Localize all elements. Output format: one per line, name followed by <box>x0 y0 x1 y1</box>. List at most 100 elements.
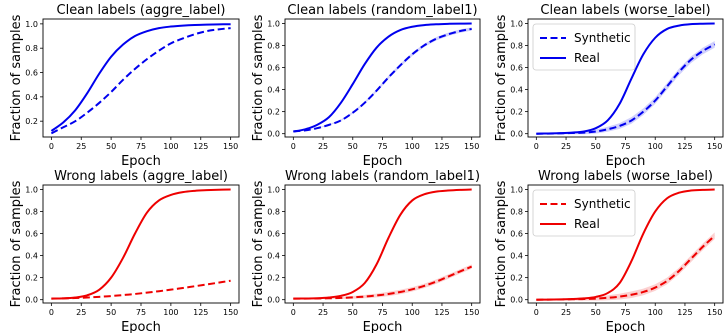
confidence-band <box>536 232 715 301</box>
axes-frame <box>284 18 481 138</box>
x-tick-label: 50 <box>591 308 601 317</box>
y-tick-label: 0.6 <box>25 230 38 239</box>
y-tick-label: 0.8 <box>267 207 280 216</box>
plot-area <box>536 188 716 301</box>
y-axis-label: Fraction of samples <box>9 14 24 141</box>
plot-area <box>536 22 716 135</box>
x-tick-label: 25 <box>318 142 328 151</box>
x-tick-label: 75 <box>377 308 387 317</box>
x-tick-label: 125 <box>193 308 208 317</box>
x-tick-label: 75 <box>136 142 146 151</box>
chart-panel: Wrong labels (random_label1) 0 25 50 75 100 12… <box>251 169 481 333</box>
y-tick-label: 0.4 <box>267 252 280 261</box>
plot-area <box>293 188 473 300</box>
x-tick-label: 0 <box>49 308 54 317</box>
x-tick-label: 125 <box>677 308 692 317</box>
x-tick-label: 50 <box>106 142 116 151</box>
series-line-real <box>50 23 231 132</box>
x-tick-label: 100 <box>405 308 420 317</box>
series-line-synthetic <box>536 43 716 135</box>
y-tick-label: 1.0 <box>510 185 523 194</box>
axes-frame <box>284 184 481 304</box>
y-tick-label: 0.4 <box>510 252 523 261</box>
y-tick-label: 0.6 <box>25 69 38 78</box>
x-tick-label: 50 <box>591 142 601 151</box>
x-tick-label: 75 <box>620 142 630 151</box>
y-tick-label: 0.6 <box>267 64 280 73</box>
x-tick-label: 150 <box>464 308 479 317</box>
x-tick-label: 25 <box>76 142 86 151</box>
chart-title: Wrong labels (worse_label) <box>538 169 713 184</box>
y-tick-label: 0.8 <box>510 207 523 216</box>
plot-area <box>50 23 231 135</box>
chart-title: Clean labels (worse_label) <box>540 3 710 18</box>
x-tick-label: 150 <box>707 142 722 151</box>
legend-label: Real <box>574 217 600 231</box>
chart-panel: Wrong labels (aggre_label) 0 25 50 75 100 125 1… <box>9 169 240 333</box>
x-axis-label: Epoch <box>606 154 646 169</box>
plot-area <box>293 22 472 133</box>
x-tick-label: 0 <box>291 308 296 317</box>
series-line-synthetic <box>50 27 231 135</box>
y-tick-label: 0.4 <box>267 86 280 95</box>
x-tick-label: 25 <box>561 308 571 317</box>
y-tick-label: 0.2 <box>510 108 523 117</box>
x-tick-label: 150 <box>464 142 479 151</box>
legend-label: Synthetic <box>574 197 631 211</box>
y-tick-label: 0.2 <box>25 117 38 126</box>
x-axis-label: Epoch <box>363 154 403 169</box>
y-tick-label: 0.8 <box>25 207 38 216</box>
axes-frame <box>42 184 240 304</box>
series-line-real <box>293 22 472 133</box>
x-axis-label: Epoch <box>606 320 646 333</box>
y-tick-label: 0.6 <box>510 230 523 239</box>
x-tick-label: 25 <box>318 308 328 317</box>
x-tick-label: 100 <box>163 142 178 151</box>
x-tick-label: 100 <box>648 308 663 317</box>
x-tick-label: 25 <box>76 308 86 317</box>
chart-title: Wrong labels (aggre_label) <box>54 169 228 184</box>
y-tick-label: 0.6 <box>510 64 523 73</box>
x-tick-label: 0 <box>49 142 54 151</box>
y-tick-label: 1.0 <box>267 19 280 28</box>
chart-panel: Wrong labels (worse_label) 0 25 50 75 100 125 1… <box>494 169 724 333</box>
y-tick-label: 0.4 <box>510 86 523 95</box>
x-tick-label: 100 <box>163 308 178 317</box>
x-axis-label: Epoch <box>363 320 403 333</box>
x-tick-label: 0 <box>291 142 296 151</box>
plot-area <box>51 188 231 300</box>
x-tick-label: 100 <box>648 142 663 151</box>
y-tick-label: 1.0 <box>267 185 280 194</box>
x-axis-label: Epoch <box>121 154 161 169</box>
axes-frame <box>527 18 724 138</box>
x-tick-label: 100 <box>405 142 420 151</box>
x-tick-label: 125 <box>434 308 449 317</box>
y-axis-label: Fraction of samples <box>251 180 266 307</box>
x-tick-label: 125 <box>434 142 449 151</box>
legend-label: Synthetic <box>574 31 631 45</box>
y-tick-label: 0.8 <box>267 41 280 50</box>
x-tick-label: 0 <box>534 142 539 151</box>
x-tick-label: 0 <box>534 308 539 317</box>
y-tick-label: 0.4 <box>25 93 38 102</box>
series-line-synthetic <box>51 279 231 300</box>
chart-panel: Clean labels (worse_label) 0 25 50 75 100 125 1… <box>494 3 724 169</box>
x-tick-label: 75 <box>136 308 146 317</box>
x-tick-label: 75 <box>620 308 630 317</box>
chart-title: Clean labels (aggre_label) <box>57 3 226 18</box>
y-tick-label: 0.0 <box>25 296 38 305</box>
y-tick-label: 0.2 <box>267 274 280 283</box>
x-tick-label: 125 <box>193 142 208 151</box>
x-tick-label: 50 <box>348 142 358 151</box>
y-tick-label: 0.2 <box>25 274 38 283</box>
y-tick-label: 0.0 <box>267 130 280 139</box>
x-tick-label: 50 <box>106 308 116 317</box>
legend: Synthetic Real <box>532 189 636 237</box>
confidence-band <box>293 264 472 300</box>
y-axis-label: Fraction of samples <box>494 180 509 307</box>
chart-panel: Clean labels (random_label1) 0 25 50 75 100 12… <box>251 3 481 169</box>
y-tick-label: 1.0 <box>25 20 38 29</box>
x-tick-label: 50 <box>348 308 358 317</box>
x-tick-label: 150 <box>223 308 238 317</box>
